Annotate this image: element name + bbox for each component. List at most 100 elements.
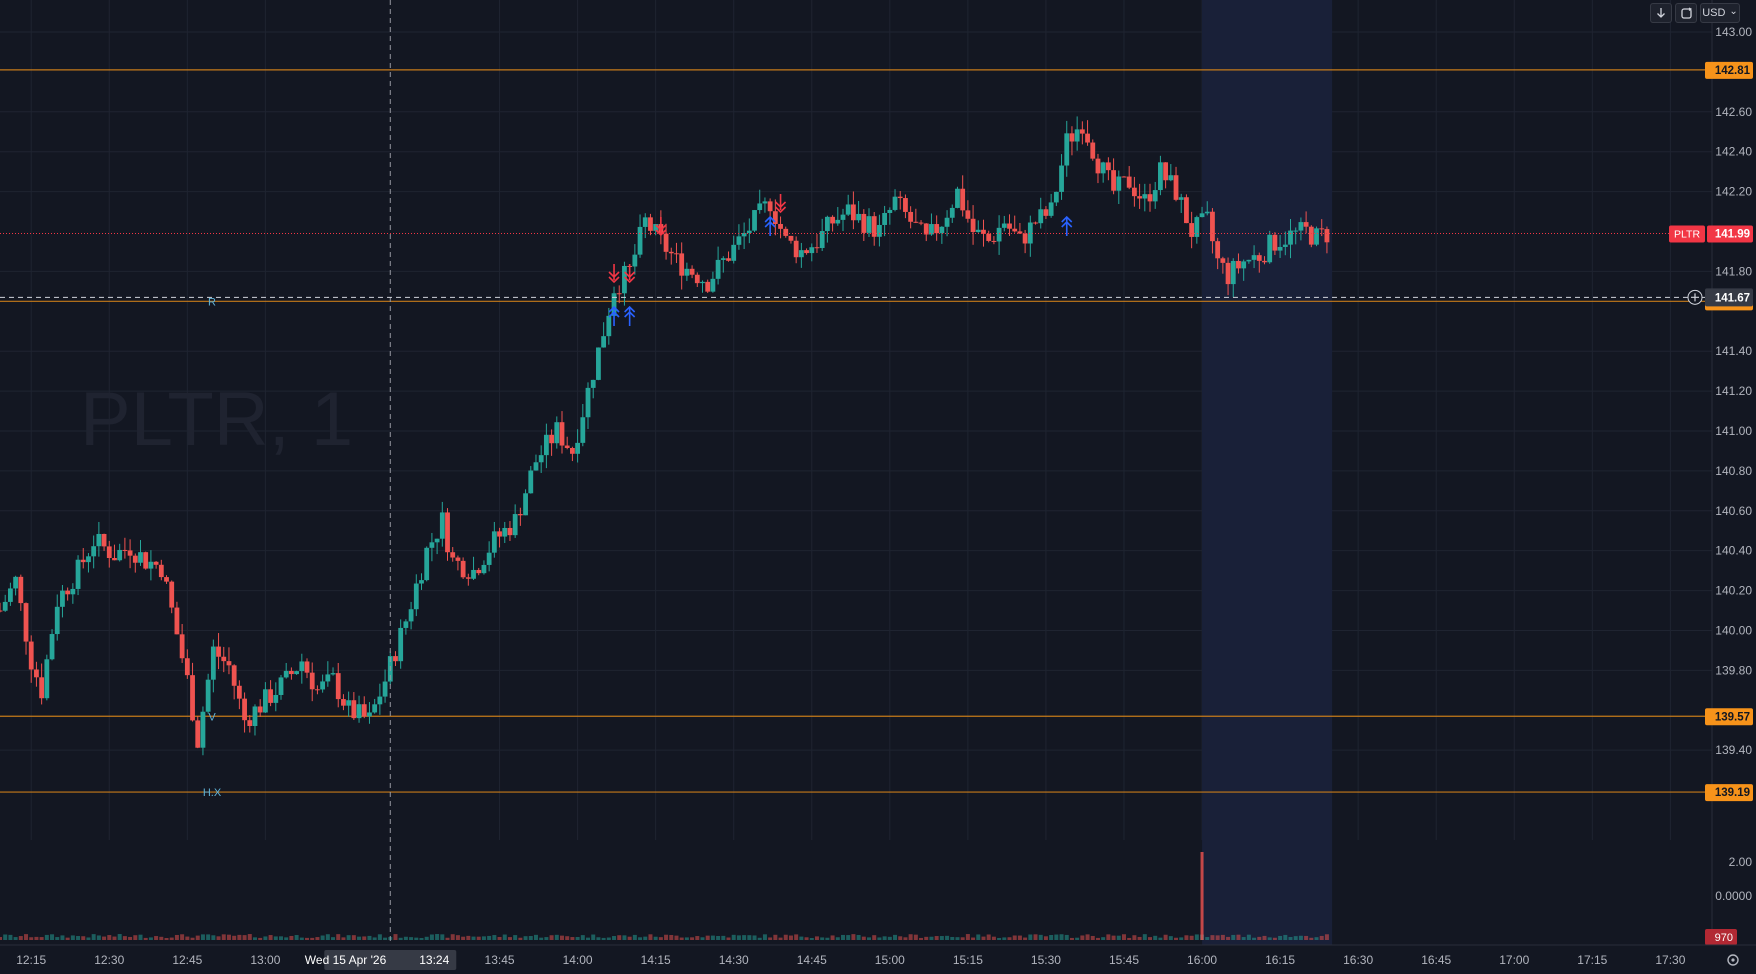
time-tick-label: 16:00: [1187, 953, 1217, 967]
volume-bar: [549, 935, 554, 940]
candle-body: [460, 560, 466, 578]
volume-bar: [86, 937, 91, 940]
volume-bar: [159, 936, 164, 940]
candle-body: [517, 514, 523, 516]
level-label: H.X: [203, 787, 222, 799]
volume-bar: [1033, 934, 1038, 940]
candle-body: [445, 512, 450, 553]
candle-body: [840, 214, 846, 220]
candle-body: [955, 188, 960, 208]
candle-body: [944, 217, 950, 227]
volume-bar: [362, 936, 367, 940]
volume-bar: [461, 936, 466, 940]
candle-body: [835, 219, 841, 224]
volume-bar: [1324, 934, 1329, 940]
volume-bar: [1080, 935, 1085, 940]
volume-bar: [258, 937, 263, 940]
price-axis[interactable]: 143.00 142.60 142.40 142.20 141.80 141.40 141.…: [1669, 0, 1756, 945]
candle-body: [356, 704, 362, 719]
candle-body: [1142, 194, 1148, 199]
buy-signal-icon: [608, 305, 620, 326]
volume-bar: [669, 934, 674, 940]
volume-bar: [148, 937, 153, 940]
candle-body: [268, 689, 273, 703]
candle-body: [918, 222, 924, 224]
volume-bar: [960, 937, 965, 940]
volume-bar: [606, 937, 611, 940]
currency-select[interactable]: USD ⌄: [1700, 3, 1740, 23]
candle-body: [320, 681, 326, 690]
volume-bar: [1205, 937, 1210, 940]
candle-body: [1095, 158, 1101, 174]
volume-bar: [169, 937, 174, 940]
candle-body: [361, 704, 367, 717]
candle-body: [1064, 133, 1070, 166]
candle-body: [205, 679, 211, 712]
candle-body: [335, 673, 341, 700]
candle-body: [257, 706, 263, 713]
candle-body: [1324, 229, 1330, 243]
volume-bar: [39, 937, 44, 940]
plus-icon: [1691, 293, 1699, 302]
candle-body: [611, 293, 617, 316]
volume-bar: [1231, 934, 1236, 940]
volume-bar: [429, 934, 434, 940]
candle-body: [1199, 213, 1205, 218]
candle-body: [236, 685, 242, 699]
volume-bar: [835, 937, 840, 940]
volume-bar: [133, 935, 138, 940]
candle-body: [1189, 223, 1195, 237]
candle-body: [60, 590, 65, 607]
candle-body: [393, 656, 398, 662]
candle-body: [429, 542, 435, 548]
candle-body: [642, 217, 648, 227]
volume-bar: [138, 934, 143, 940]
volume-bar: [419, 937, 424, 940]
volume-bar: [289, 935, 294, 940]
candle-body: [450, 552, 456, 558]
time-axis[interactable]: 12:15 12:30 12:45 13:00 13:45 14:00 14:15 14:30…: [0, 944, 1756, 974]
candle-body: [564, 445, 570, 448]
volume-bar: [794, 934, 799, 940]
candle-body: [762, 201, 768, 204]
time-tick-label: 17:00: [1499, 953, 1529, 967]
candle-body: [1069, 133, 1075, 142]
candle-body: [1074, 129, 1080, 142]
gear-icon[interactable]: [1727, 954, 1739, 966]
download-button[interactable]: [1650, 3, 1672, 23]
candle-body: [903, 198, 908, 212]
volume-bar: [143, 937, 148, 940]
candle-body: [549, 434, 554, 444]
volume-bar: [1038, 934, 1043, 940]
candle-body: [767, 201, 773, 212]
volume-bar: [991, 936, 996, 940]
candle-body: [679, 253, 685, 276]
time-tick-label: 16:30: [1343, 953, 1373, 967]
reset-chart-button[interactable]: [1675, 3, 1697, 23]
volume-bar: [372, 937, 377, 940]
candle-body: [1090, 142, 1096, 159]
candle-body: [153, 561, 159, 565]
volume-bar: [840, 934, 845, 940]
level-price-label: 142.81: [1715, 65, 1751, 77]
volume-bar: [820, 937, 825, 940]
candle-body: [481, 564, 487, 574]
volume-bar: [742, 935, 747, 940]
volume-bar: [690, 937, 695, 940]
volume-bar: [919, 937, 924, 940]
crosshair: [0, 0, 1712, 945]
volume-bar: [851, 934, 856, 940]
candle-body: [315, 689, 320, 691]
candle-body: [949, 207, 955, 218]
candle-body: [341, 699, 346, 706]
sell-signal-icon: [774, 194, 787, 214]
candle-body: [590, 379, 596, 388]
volume-pane: [0, 852, 1329, 940]
crosshair-price-badge: [1705, 288, 1753, 307]
volume-bar: [700, 937, 705, 940]
candle-body: [1017, 231, 1023, 234]
candle-body: [2, 601, 8, 611]
volume-bar: [617, 935, 622, 940]
volume-bar: [377, 934, 382, 940]
